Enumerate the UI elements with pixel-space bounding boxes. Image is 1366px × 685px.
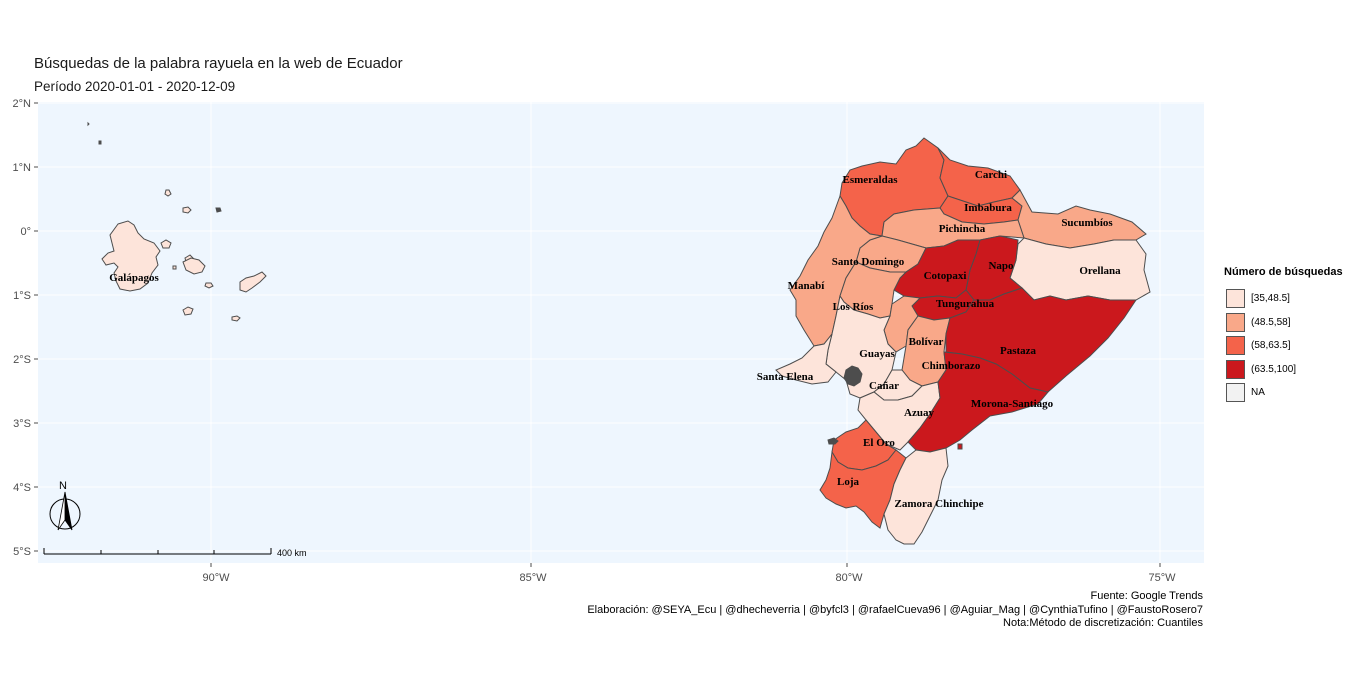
caption-source: Fuente: Google Trends bbox=[1090, 590, 1203, 602]
province-label: Santa Elena bbox=[757, 371, 814, 383]
province-galapagos bbox=[87, 121, 267, 322]
lat-tick-label: 2°N bbox=[13, 98, 32, 110]
lat-tick-label: 3°S bbox=[13, 418, 31, 430]
province-label: Carchi bbox=[975, 169, 1007, 181]
lon-tick-label: 90°W bbox=[202, 572, 230, 584]
caption: Fuente: Google Trends Elaboración: @SEYA… bbox=[587, 590, 1203, 631]
province-santa-elena bbox=[775, 333, 837, 385]
province-label: Tungurahua bbox=[936, 298, 995, 310]
lat-tick-label: 5°S bbox=[13, 546, 31, 558]
province-label: Pichincha bbox=[939, 223, 986, 235]
province-label: Zamora Chinchipe bbox=[895, 498, 984, 510]
legend-item: [35,48.5] bbox=[1224, 287, 1343, 311]
lat-tick-labels: 2°N 1°N 0° 1°S 2°S 3°S 4°S 5°S bbox=[13, 98, 32, 558]
province-label: Napo bbox=[988, 260, 1014, 272]
province-label: Manabí bbox=[788, 280, 826, 292]
lon-tick-labels: 90°W 85°W 80°W 75°W bbox=[202, 572, 1176, 584]
province-label: Sucumbíos bbox=[1061, 217, 1113, 229]
lat-tick-label: 1°N bbox=[13, 162, 32, 174]
province-label: Galápagos bbox=[109, 272, 159, 284]
province-label: Pastaza bbox=[1000, 345, 1037, 357]
scale-bar-label: 400 km bbox=[277, 548, 307, 558]
province-labels: Galápagos Esmeraldas Carchi Imbabura Suc… bbox=[109, 169, 1121, 510]
province-label: Cotopaxi bbox=[924, 270, 967, 282]
lon-tick-label: 75°W bbox=[1148, 572, 1176, 584]
map-title: Búsquedas de la palabra rayuela en la we… bbox=[34, 55, 403, 72]
legend-label: [35,48.5] bbox=[1251, 293, 1290, 305]
province-label: Esmeraldas bbox=[843, 174, 899, 186]
mainland bbox=[775, 137, 1151, 545]
map-subtitle: Período 2020-01-01 - 2020-12-09 bbox=[34, 79, 236, 94]
north-arrow: N bbox=[49, 480, 81, 531]
legend-swatch bbox=[1226, 336, 1245, 356]
graticule bbox=[38, 102, 1204, 563]
province-label: Bolívar bbox=[909, 336, 944, 348]
province-label: Los Ríos bbox=[833, 301, 874, 313]
legend-label: (48.5,58] bbox=[1251, 316, 1291, 328]
province-label: Chimborazo bbox=[922, 360, 981, 372]
province-label: Azuay bbox=[904, 407, 934, 419]
legend-label: (63.5,100] bbox=[1251, 363, 1297, 375]
axis-ticks bbox=[34, 102, 1161, 567]
legend-item: NA bbox=[1224, 381, 1343, 405]
legend-label: NA bbox=[1251, 387, 1265, 399]
legend-swatch bbox=[1226, 289, 1245, 309]
province-zamora-chinchipe bbox=[883, 447, 949, 545]
province-label: Cañar bbox=[869, 380, 899, 392]
province-label: Imbabura bbox=[964, 202, 1012, 214]
province-label: El Oro bbox=[863, 437, 895, 449]
lat-tick-label: 2°S bbox=[13, 354, 31, 366]
lat-tick-label: 0° bbox=[20, 226, 31, 238]
lon-tick-label: 85°W bbox=[519, 572, 547, 584]
province-morona-santiago bbox=[907, 351, 1049, 453]
legend-swatch bbox=[1226, 383, 1245, 403]
legend-item: (58,63.5] bbox=[1224, 334, 1343, 358]
legend-swatch bbox=[1226, 312, 1245, 332]
province-label: Morona-Santiago bbox=[971, 398, 1054, 410]
caption-note: Nota:Método de discretización: Cuantiles bbox=[1003, 617, 1203, 629]
scale-bar bbox=[43, 548, 272, 555]
lat-tick-label: 1°S bbox=[13, 290, 31, 302]
lon-tick-label: 80°W bbox=[835, 572, 863, 584]
legend-label: (58,63.5] bbox=[1251, 340, 1291, 352]
province-label: Santo Domingo bbox=[832, 256, 905, 268]
province-label: Loja bbox=[837, 476, 860, 488]
caption-credits: Elaboración: @SEYA_Ecu | @dhecheverria |… bbox=[587, 603, 1203, 616]
legend-swatch bbox=[1226, 359, 1245, 379]
province-label: Orellana bbox=[1079, 265, 1121, 277]
province-label: Guayas bbox=[859, 348, 895, 360]
legend-title: Número de búsquedas bbox=[1224, 266, 1343, 278]
legend-item: (48.5,58] bbox=[1224, 311, 1343, 335]
legend: Número de búsquedas [35,48.5] (48.5,58] … bbox=[1224, 266, 1343, 405]
lat-tick-label: 4°S bbox=[13, 482, 31, 494]
north-arrow-label: N bbox=[59, 480, 67, 492]
legend-item: (63.5,100] bbox=[1224, 358, 1343, 382]
